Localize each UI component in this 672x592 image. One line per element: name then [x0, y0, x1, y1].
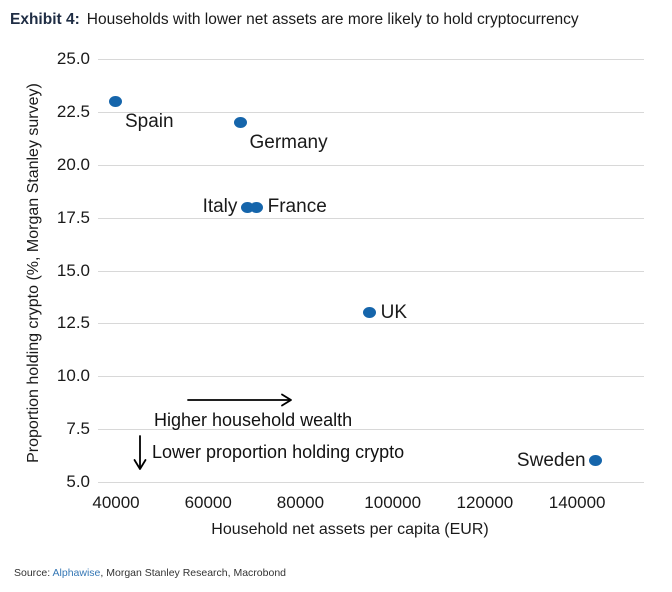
annotation-text-lower-crypto: Lower proportion holding crypto	[152, 442, 405, 462]
data-point-france	[250, 201, 264, 213]
source-line: Source: Alphawise, Morgan Stanley Resear…	[14, 567, 286, 579]
gridline	[98, 164, 644, 166]
down-arrow-head-icon	[133, 459, 147, 470]
exhibit-label: Exhibit 4:	[10, 11, 80, 28]
gridline	[98, 270, 644, 272]
x-tick-label: 60000	[184, 493, 232, 512]
point-label-uk: UK	[380, 301, 408, 323]
point-label-france: France	[267, 196, 327, 218]
x-tick-label: 100000	[364, 493, 422, 512]
y-tick-label: 7.5	[66, 419, 90, 439]
point-label-germany: Germany	[249, 132, 328, 154]
data-point-uk	[363, 307, 377, 319]
source-rest: , Morgan Stanley Research, Macrobond	[100, 567, 287, 579]
y-tick-label: 20.0	[56, 154, 90, 174]
point-label-sweden: Sweden	[516, 449, 586, 471]
title-text: Households with lower net assets are mor…	[86, 11, 579, 28]
source-link-alphawise[interactable]: Alphawise	[52, 567, 101, 579]
x-tick-label: 140000	[548, 493, 606, 512]
x-tick-label: 40000	[92, 493, 140, 512]
x-axis-title-text: Household net assets per capita (EUR)	[211, 521, 489, 538]
right-arrow-head-icon	[281, 393, 292, 407]
annotation-text-higher-wealth: Higher household wealth	[154, 410, 353, 430]
gridline	[98, 111, 644, 113]
y-tick-label: 12.5	[56, 313, 90, 333]
point-label-italy: Italy	[202, 196, 238, 218]
y-tick-label: 5.0	[66, 472, 90, 491]
gridline	[98, 376, 644, 378]
gridline	[98, 59, 644, 60]
y-tick-label: 22.5	[56, 101, 90, 121]
data-point-italy	[240, 201, 254, 213]
gridline	[98, 323, 644, 325]
x-axis-title: Household net assets per capita (EUR)	[98, 521, 644, 539]
gridline	[98, 429, 644, 431]
gridline	[98, 217, 644, 219]
data-point-spain	[109, 95, 123, 107]
plot-area: 25.0 22.5 20.0 17.5 15.0 12.5 10.0 7.5 5.0 40000 6…	[57, 49, 644, 512]
y-tick-label: 10.0	[56, 366, 90, 386]
gridline	[98, 482, 644, 483]
y-tick-label: 17.5	[56, 207, 90, 227]
x-tick-label: 120000	[456, 493, 514, 512]
data-point-sweden	[589, 455, 603, 467]
y-tick-label: 15.0	[56, 260, 90, 280]
chart-title: Exhibit 4: Households with lower net asse…	[10, 10, 666, 30]
source-prefix: Source:	[14, 567, 53, 579]
x-tick-label: 80000	[276, 493, 325, 512]
data-point-germany	[233, 116, 247, 128]
y-tick-label: 25.0	[56, 49, 90, 68]
point-label-spain: Spain	[124, 111, 174, 133]
